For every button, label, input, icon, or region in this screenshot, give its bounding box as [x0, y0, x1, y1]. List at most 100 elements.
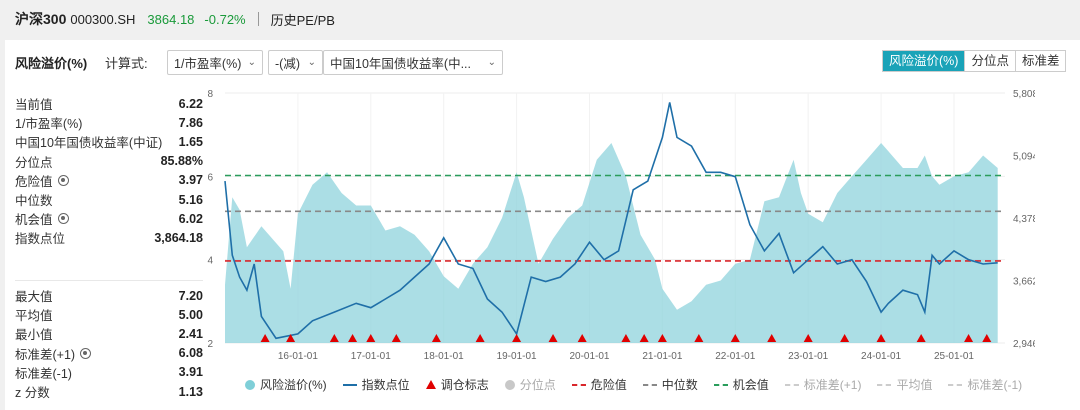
- index-code: 000300.SH: [70, 11, 136, 27]
- y-left-tick: 4: [207, 256, 213, 267]
- stat-row: 分位点 85.88%: [15, 152, 203, 171]
- rebalance-marker: [982, 334, 992, 342]
- stat-value: 7.86: [178, 115, 203, 130]
- stat-value: 3,864.18: [154, 230, 203, 245]
- stat-label: 分位点: [15, 152, 53, 171]
- legend-dot-icon: [504, 379, 515, 390]
- stat-label-text: 标准差(-1): [15, 366, 72, 381]
- rebalance-marker: [840, 334, 850, 342]
- legend-item[interactable]: 指数点位: [342, 376, 410, 393]
- x-tick: 16-01-01: [278, 351, 318, 362]
- stat-value: 5.00: [178, 307, 203, 322]
- stat-row: 机会值 6.02: [15, 209, 203, 228]
- stat-label-text: 分位点: [15, 155, 53, 170]
- rebalance-marker: [512, 334, 522, 342]
- x-tick: 25-01-01: [934, 351, 974, 362]
- legend-dot-icon: [245, 379, 255, 390]
- y-left-tick: 6: [207, 172, 213, 183]
- legend-item[interactable]: 风险溢价(%): [245, 376, 327, 393]
- risk-premium-area: [225, 143, 998, 343]
- legend-item[interactable]: 分位点: [504, 376, 556, 393]
- rebalance-marker: [329, 334, 339, 342]
- legend-item[interactable]: 机会值: [713, 376, 769, 393]
- stat-row: 中国10年国债收益率(中证) 1.65: [15, 132, 203, 151]
- stat-label-text: 中位数: [15, 194, 53, 209]
- stat-row: 当前值 6.22: [15, 94, 203, 113]
- rebalance-marker: [548, 334, 558, 342]
- stat-label-text: 平均值: [15, 309, 53, 324]
- rebalance-marker: [391, 334, 401, 342]
- stat-label: 标准差(-1): [15, 363, 72, 382]
- tab-risk-premium[interactable]: 风险溢价(%): [883, 51, 965, 71]
- stat-label-text: 最大值: [15, 290, 53, 305]
- stats-top: 当前值 6.22 1/市盈率(%) 7.86 中国10年国债收益率(中证) 1.65 分位点…: [15, 94, 203, 248]
- stat-row: 最小值 2.41: [15, 324, 203, 343]
- stat-label: 危险值: [15, 171, 69, 190]
- rebalance-marker: [621, 334, 631, 342]
- bond-yield-select[interactable]: 中国10年国债收益率(中... ⌄: [323, 50, 503, 75]
- y-right-tick: 5,094: [1013, 151, 1035, 162]
- x-tick: 20-01-01: [569, 351, 609, 362]
- x-tick: 24-01-01: [861, 351, 901, 362]
- stat-label-text: 标准差(+1): [15, 347, 76, 362]
- stat-value: 6.08: [178, 346, 203, 361]
- stats-bottom: 最大值 7.20 平均值 5.00 最小值 2.41 标准差(+1) 6.08 标准差(-1) 3…: [15, 286, 203, 401]
- triangle-icon: [425, 380, 436, 389]
- x-tick: 19-01-01: [497, 351, 537, 362]
- y-left-tick: 8: [207, 89, 213, 100]
- risk-premium-chart: 2 4 6 8 2,946 3,662 4,378 5,094 5,808 16-01-01 17-…: [207, 89, 1035, 362]
- main-panel: 风险溢价(%) 计算式: 1/市盈率(%) ⌄ -(减) ⌄ 中国10年国债收益…: [5, 40, 1080, 410]
- legend-label: 指数点位: [361, 378, 410, 392]
- legend-item[interactable]: 标准差(+1): [784, 376, 862, 393]
- y-right-tick: 2,946: [1013, 339, 1035, 350]
- stat-label: 1/市盈率(%): [15, 113, 82, 132]
- y-right-tick: 5,808: [1013, 89, 1035, 100]
- legend-dash-icon: [784, 383, 799, 386]
- rebalance-marker: [348, 334, 358, 342]
- legend-item[interactable]: 标准差(-1): [948, 376, 1022, 393]
- pe-select[interactable]: 1/市盈率(%) ⌄: [167, 50, 263, 75]
- operator-select[interactable]: -(减) ⌄: [268, 50, 323, 75]
- x-tick: 18-01-01: [424, 351, 464, 362]
- legend-line-icon: [342, 383, 357, 386]
- view-toggle: 风险溢价(%) 分位点 标准差: [882, 50, 1067, 72]
- rebalance-marker: [366, 334, 376, 342]
- stat-row: 平均值 5.00: [15, 305, 203, 324]
- gear-icon[interactable]: [57, 213, 69, 225]
- legend-item[interactable]: 危险值: [571, 376, 627, 393]
- stat-value: 3.91: [178, 365, 203, 380]
- legend-label: 标准差(+1): [803, 378, 862, 392]
- legend-dash-icon: [571, 383, 586, 386]
- y-left-tick: 2: [207, 339, 213, 350]
- stat-label: 标准差(+1): [15, 344, 92, 363]
- stat-label: 最大值: [15, 286, 53, 305]
- index-name: 沪深300: [15, 11, 67, 27]
- x-tick: 22-01-01: [715, 351, 755, 362]
- rebalance-marker: [964, 334, 974, 342]
- history-pe-pb-link[interactable]: 历史PE/PB: [270, 12, 335, 28]
- tab-std-dev[interactable]: 标准差: [1014, 51, 1066, 71]
- legend-dash-icon: [877, 383, 892, 386]
- gear-icon[interactable]: [57, 174, 69, 186]
- operator-select-value: -(减): [275, 57, 300, 71]
- stat-row: 指数点位 3,864.18: [15, 228, 203, 247]
- stat-label: z 分数: [15, 382, 50, 401]
- legend-item[interactable]: 中位数: [642, 376, 698, 393]
- rebalance-marker: [475, 334, 485, 342]
- legend-item[interactable]: 调仓标志: [425, 376, 489, 393]
- y-right-tick: 4,378: [1013, 214, 1035, 225]
- legend-item[interactable]: 平均值: [877, 376, 932, 393]
- rebalance-marker: [767, 334, 777, 342]
- rebalance-marker: [260, 334, 270, 342]
- index-price: 3864.18: [147, 11, 195, 27]
- gear-icon[interactable]: [80, 347, 92, 359]
- stat-row: 1/市盈率(%) 7.86: [15, 113, 203, 132]
- chart-legend: 风险溢价(%) 指数点位 调仓标志 分位点 危险值 中位数 机会值 标准差(+1) 平均值 标准差…: [245, 376, 1038, 393]
- stat-row: 最大值 7.20: [15, 286, 203, 305]
- legend-label: 平均值: [896, 378, 933, 392]
- tab-percentile[interactable]: 分位点: [964, 51, 1015, 71]
- stat-value: 85.88%: [160, 154, 203, 169]
- rebalance-marker: [916, 334, 926, 342]
- legend-dash-icon: [713, 383, 728, 386]
- stat-row: 中位数 5.16: [15, 190, 203, 209]
